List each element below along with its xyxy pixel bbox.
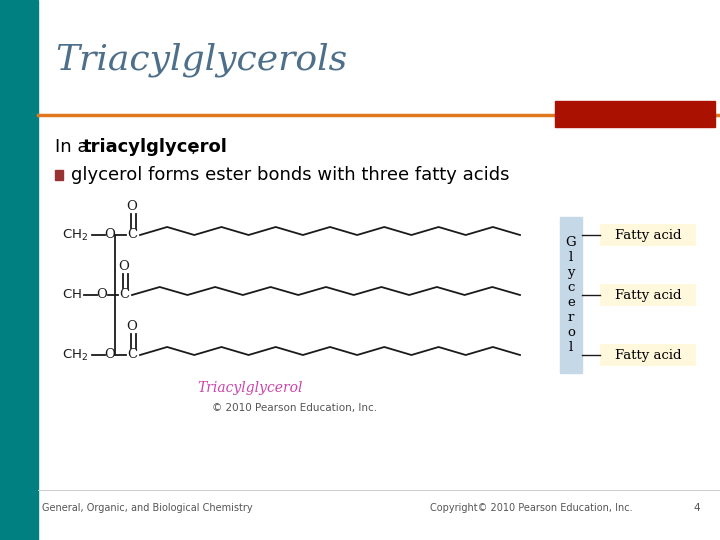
Text: O: O (96, 288, 107, 301)
Text: General, Organic, and Biological Chemistry: General, Organic, and Biological Chemist… (42, 503, 253, 513)
Bar (555, 101, 715, 127)
Text: © 2010 Pearson Education, Inc.: © 2010 Pearson Education, Inc. (212, 403, 377, 413)
Text: G
l
y
c
e
r
o
l: G l y c e r o l (566, 236, 576, 354)
Bar (0, 0, 38, 540)
Text: In a: In a (55, 138, 94, 156)
Text: O: O (127, 321, 138, 334)
Text: O: O (104, 348, 115, 361)
Text: C: C (119, 288, 129, 301)
Text: Triacylglycerol: Triacylglycerol (197, 381, 302, 395)
Text: Fatty acid: Fatty acid (615, 348, 681, 361)
Text: C: C (127, 228, 137, 241)
Text: Fatty acid: Fatty acid (615, 288, 681, 301)
Text: 4: 4 (693, 503, 700, 513)
Bar (600, 224, 696, 246)
Text: O: O (104, 228, 115, 241)
Text: O: O (127, 200, 138, 213)
Text: triacylglycerol: triacylglycerol (83, 138, 228, 156)
Text: $\mathrm{CH_2}$: $\mathrm{CH_2}$ (62, 347, 89, 362)
Text: Triacylglycerols: Triacylglycerols (55, 43, 347, 77)
Text: Copyright© 2010 Pearson Education, Inc.: Copyright© 2010 Pearson Education, Inc. (430, 503, 633, 513)
Bar (55, 170, 63, 180)
Text: ,: , (191, 138, 197, 156)
Bar (560, 217, 582, 373)
Bar (600, 284, 696, 306)
Text: O: O (119, 260, 130, 273)
Text: Fatty acid: Fatty acid (615, 228, 681, 241)
Text: glycerol forms ester bonds with three fatty acids: glycerol forms ester bonds with three fa… (71, 166, 510, 184)
Text: $\mathrm{CH_2}$: $\mathrm{CH_2}$ (62, 227, 89, 242)
Text: $\mathrm{CH}$: $\mathrm{CH}$ (62, 288, 82, 301)
Text: C: C (127, 348, 137, 361)
Bar (600, 344, 696, 366)
